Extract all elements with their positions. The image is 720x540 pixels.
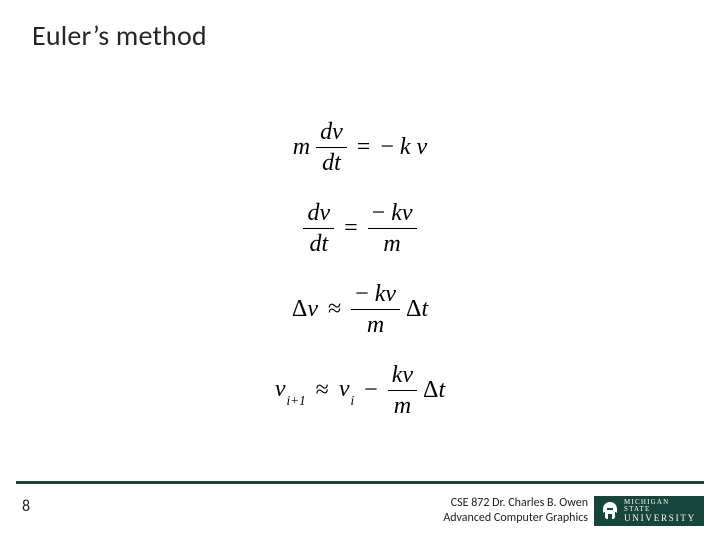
page-number: 8 — [22, 497, 30, 516]
spartan-helmet-icon — [600, 501, 620, 521]
footer-line1: CSE 872 Dr. Charles B. Owen — [443, 496, 588, 511]
footer-line2: Advanced Computer Graphics — [443, 511, 588, 526]
eq3-lhs: Δv — [292, 296, 318, 323]
eq2-lnum: dv — [303, 201, 334, 229]
eq3-frac: − kv m — [351, 282, 400, 337]
slide-title: Euler’s method — [32, 18, 207, 53]
equations-block: m dv dt = − k v dv dt = − kv m — [0, 120, 720, 418]
eq4-r1base: v — [339, 376, 350, 402]
eq1-k: k — [400, 134, 411, 161]
eq4-tail: Δt — [423, 377, 445, 404]
eq1-num: dv — [316, 120, 347, 148]
equation-3: Δv ≈ − kv m Δt — [292, 282, 428, 337]
eq1-frac: dv dt — [316, 120, 347, 175]
footer-right: CSE 872 Dr. Charles B. Owen Advanced Com… — [443, 496, 704, 526]
eq4-rel: ≈ — [312, 377, 333, 404]
equation-4: vi+1 ≈ vi − kv m Δt — [275, 363, 445, 418]
eq3-rden: m — [363, 310, 388, 337]
eq2-rnum-wrap: − kv — [368, 201, 417, 229]
eq2-rden: m — [379, 229, 404, 256]
msu-logo: MICHIGAN STATE UNIVERSITY — [594, 496, 704, 526]
eq3-rsign: − — [355, 281, 369, 307]
eq3-rel: ≈ — [324, 296, 345, 323]
eq4-r1sub: i — [351, 393, 355, 408]
eq4-rnum: kv — [388, 363, 417, 391]
eq4-lbase: v — [275, 376, 286, 402]
equation-1: m dv dt = − k v — [293, 120, 427, 175]
footer-divider — [16, 481, 704, 484]
eq1-m: m — [293, 134, 310, 161]
eq2-rfrac: − kv m — [368, 201, 417, 256]
eq4-frac: kv m — [388, 363, 417, 418]
footer-text: CSE 872 Dr. Charles B. Owen Advanced Com… — [443, 496, 588, 526]
eq2-rsign: − — [372, 200, 386, 226]
eq1-rel: = — [353, 134, 375, 161]
eq2-lden: dt — [305, 229, 332, 256]
eq1-sign: − — [380, 134, 394, 161]
msu-logo-bottom: UNIVERSITY — [624, 514, 698, 523]
eq3-tail: Δt — [406, 296, 428, 323]
slide: Euler’s method m dv dt = − k v dv dt = − — [0, 0, 720, 540]
eq4-lhs: vi+1 — [275, 376, 306, 406]
equation-2: dv dt = − kv m — [303, 201, 416, 256]
eq2-lfrac: dv dt — [303, 201, 334, 256]
eq1-v: v — [417, 134, 428, 161]
eq1-den: dt — [318, 148, 345, 175]
eq4-minus: − — [360, 377, 382, 404]
eq4-r1: vi — [339, 376, 354, 406]
msu-logo-top: MICHIGAN STATE — [624, 499, 698, 513]
eq3-rnum: kv — [375, 281, 396, 307]
eq3-rnum-wrap: − kv — [351, 282, 400, 310]
eq2-rel: = — [340, 215, 362, 242]
eq4-lsub: i+1 — [287, 393, 306, 408]
msu-wordmark: MICHIGAN STATE UNIVERSITY — [624, 499, 698, 523]
eq2-rnum: kv — [391, 200, 412, 226]
eq4-rden: m — [390, 391, 415, 418]
